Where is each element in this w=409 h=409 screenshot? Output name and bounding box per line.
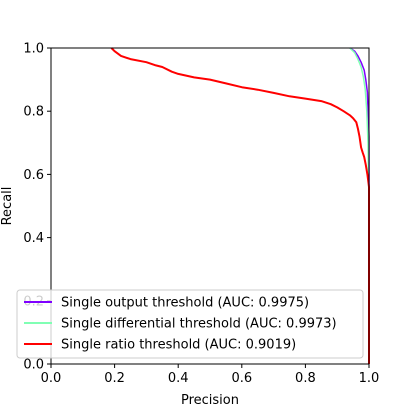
x-tick-label: 1.0: [359, 371, 380, 386]
x-tick-label: 0.8: [295, 371, 316, 386]
y-tick-label: 0.8: [23, 105, 44, 120]
x-tick-label: 0.6: [231, 371, 252, 386]
x-axis-label: Precision: [181, 393, 239, 408]
x-tick-label: 0.0: [41, 371, 62, 386]
legend-label-1: Single output threshold (AUC: 0.9975): [61, 296, 309, 311]
legend: Single output threshold (AUC: 0.9975) Sin…: [16, 289, 364, 359]
ticks-layer: 0.00.20.40.60.81.00.00.20.40.60.81.0: [23, 42, 379, 387]
x-tick-label: 0.4: [168, 371, 189, 386]
series-line-3: [110, 47, 370, 364]
y-tick-label: 0.4: [23, 231, 44, 246]
legend-label-3: Single ratio threshold (AUC: 0.9019): [61, 338, 296, 353]
plot-frame: [50, 47, 370, 365]
y-axis-label: Recall: [0, 187, 15, 226]
x-tick-label: 0.2: [104, 371, 125, 386]
y-tick-label: 1.0: [23, 42, 44, 57]
y-tick-label: 0.6: [23, 168, 44, 183]
y-tick-label: 0.0: [23, 358, 44, 373]
legend-box: [16, 289, 364, 359]
legend-label-2: Single differential threshold (AUC: 0.99…: [61, 317, 337, 332]
